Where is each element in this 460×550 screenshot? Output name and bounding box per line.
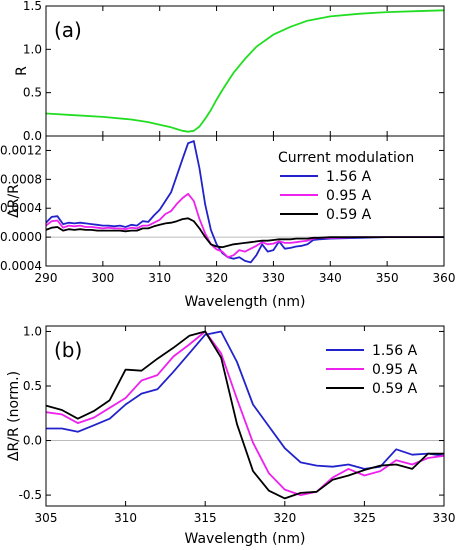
y-tick-label: -0.5 [19,488,42,502]
y-tick-label: 1.0 [23,42,42,56]
x-tick-label: 350 [376,271,399,285]
y-tick-label: 0.0000 [0,230,42,244]
x-axis-label: Wavelength (nm) [185,531,306,547]
legend-entry: 1.56 A [372,343,418,359]
y-tick-label: 1.5 [23,0,42,13]
series-line-0-59-A [45,217,444,249]
x-tick-label: 300 [91,271,114,285]
x-tick-label: 320 [273,511,296,525]
x-tick-label: 290 [35,271,58,285]
chart-panel-1: 0.0 0.5 1.0 1.5 R (a) [14,0,445,143]
legend-entry: 0.59 A [326,207,372,223]
y-tick-label: 1.0 [23,324,42,338]
legend-entry: 0.95 A [372,362,418,378]
plot-frame [45,135,445,267]
legend-title: Current modulation [278,150,414,166]
y-tick-label: 0.0 [23,434,42,448]
series-line-0-95-A [45,192,444,259]
y-axis-label: ΔR/R [6,184,22,218]
x-tick-label: 310 [148,271,171,285]
y-tick-label: -0.0004 [0,259,42,273]
series-line-1-56-A [45,140,444,264]
legend: Current modulation 1.56 A 0.95 A 0.59 A [278,150,414,223]
x-tick-label: 310 [114,511,137,525]
y-tick-label: 0.0008 [0,172,42,186]
x-tick-label: 340 [319,271,342,285]
y-tick-label: 0.0 [23,129,42,143]
legend: 1.56 A 0.95 A 0.59 A [326,343,418,397]
y-tick-label: 0.0004 [0,201,42,215]
x-tick-label: 360 [433,271,456,285]
x-tick-label: 330 [433,511,456,525]
x-axis-label: Wavelength (nm) [185,294,306,310]
x-tick-label: 330 [262,271,285,285]
panel-label: (b) [54,338,82,362]
y-tick-label: 0.5 [23,86,42,100]
chart-panel-2: -0.0004 0.0000 0.0004 0.0008 0.0012 290 300 310… [0,135,456,310]
y-tick-label: 0.0012 [0,143,42,157]
series-line-1 [45,9,445,133]
panel-label: (a) [54,18,82,42]
chart-panel-3: -0.5 0.0 0.5 1.0 305 310 315 320 325 330 ΔR/R (nor… [6,324,455,547]
series-line-0-59-A [45,330,444,500]
x-tick-label: 325 [353,511,376,525]
y-tick-label: 0.5 [23,379,42,393]
x-tick-label: 315 [194,511,217,525]
legend-entry: 0.95 A [326,188,372,204]
x-tick-label: 305 [35,511,58,525]
x-tick-label: 320 [205,271,228,285]
series-line-0-95-A [45,330,445,497]
y-axis-label: ΔR/R (norm.) [6,371,22,461]
legend-entry: 1.56 A [326,169,372,185]
y-axis-label: R [14,66,30,76]
legend-entry: 0.59 A [372,381,418,397]
plot-frame [45,325,445,507]
